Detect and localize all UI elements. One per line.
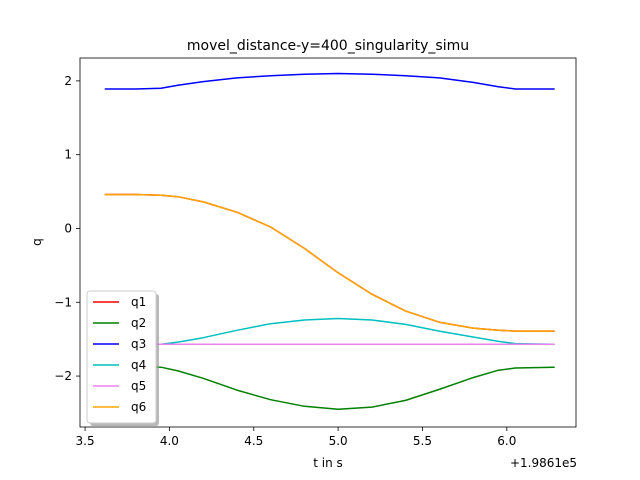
x-tick-label: 4.5 bbox=[244, 434, 263, 448]
x-axis-label: t in s bbox=[313, 456, 343, 470]
x-tick-label: 5.0 bbox=[329, 434, 348, 448]
legend-label-q6: q6 bbox=[131, 400, 146, 414]
x-tick-label: 4.0 bbox=[160, 434, 179, 448]
y-tick-label: −2 bbox=[54, 369, 72, 383]
series-line-q3 bbox=[104, 72, 555, 90]
axes-frame bbox=[79, 57, 577, 428]
y-tick-label: 0 bbox=[64, 221, 72, 235]
x-offset-label: +1.9861e5 bbox=[510, 456, 577, 470]
legend-box bbox=[86, 290, 157, 424]
x-tick-label: 5.5 bbox=[413, 434, 432, 448]
legend-label-q2: q2 bbox=[131, 316, 146, 330]
series-line-q6 bbox=[104, 193, 555, 332]
x-tick-label: 6.0 bbox=[497, 434, 516, 448]
y-tick-label: −1 bbox=[54, 295, 72, 309]
y-tick-label: 2 bbox=[64, 74, 72, 88]
legend-label-q3: q3 bbox=[131, 337, 146, 351]
series-group bbox=[104, 72, 555, 411]
legend: q1 q2 q3 q4 q5 q6 bbox=[86, 290, 159, 426]
legend-label-q1: q1 bbox=[131, 295, 146, 309]
plot-area bbox=[79, 57, 577, 428]
legend-label-q4: q4 bbox=[131, 358, 146, 372]
y-axis: 2 1 0 −1 −2 bbox=[54, 74, 80, 383]
series-line-q4 bbox=[104, 317, 555, 346]
x-axis: 3.5 4.0 4.5 5.0 5.5 6.0 bbox=[76, 427, 516, 448]
y-tick-label: 1 bbox=[64, 148, 72, 162]
series-line-q2 bbox=[104, 365, 555, 411]
legend-label-q5: q5 bbox=[131, 379, 146, 393]
y-axis-label: q bbox=[30, 238, 44, 246]
chart-title: movel_distance-y=400_singularity_simu bbox=[187, 38, 469, 54]
x-tick-label: 3.5 bbox=[76, 434, 95, 448]
